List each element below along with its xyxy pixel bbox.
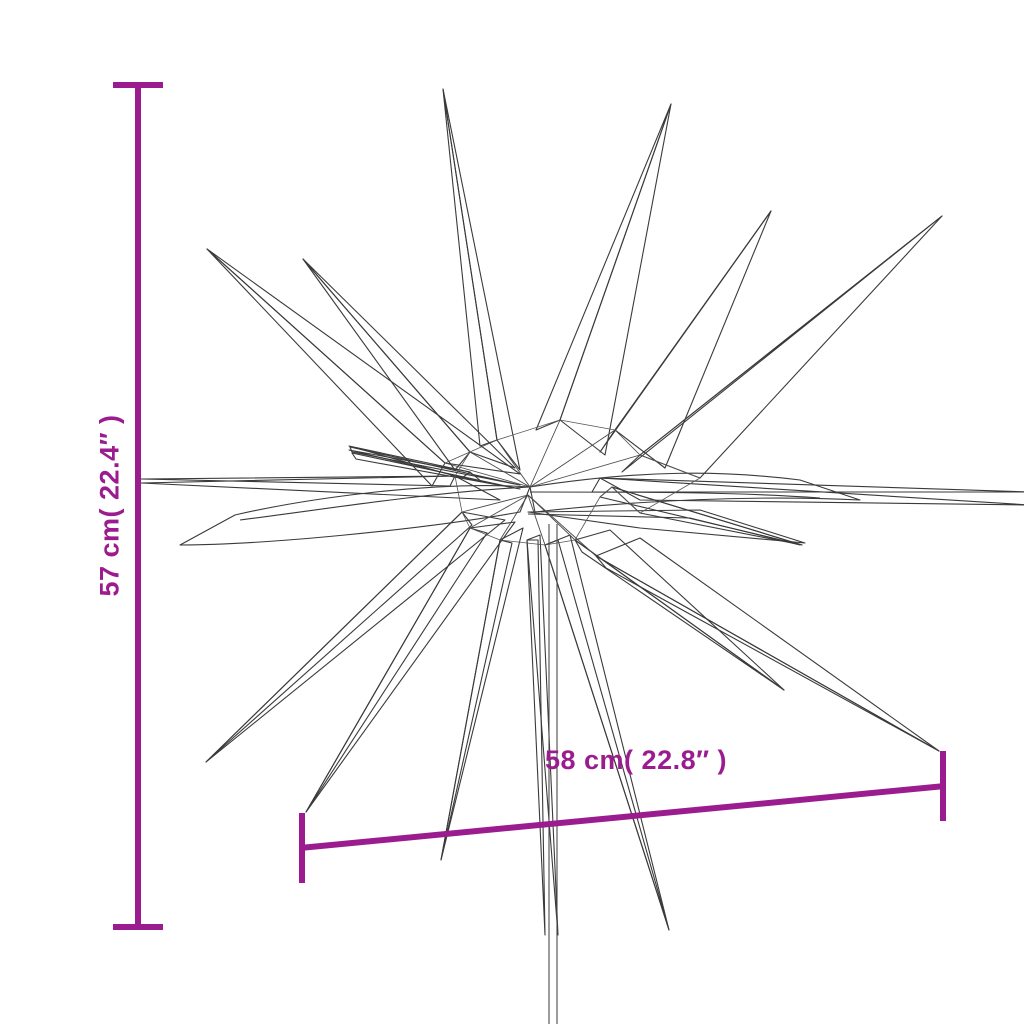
star-spike xyxy=(206,248,446,487)
height-dimension-group xyxy=(113,82,163,930)
width-dimension-line xyxy=(299,783,946,851)
star-mounting-stem xyxy=(548,524,558,1024)
star-spike xyxy=(614,210,772,469)
star-facet-creases xyxy=(444,419,641,557)
star-spike xyxy=(140,475,501,501)
star-petal-crease xyxy=(527,513,801,546)
star-spike xyxy=(574,529,785,691)
star-spike xyxy=(348,449,483,483)
star-core-rim xyxy=(444,419,701,546)
star-spike xyxy=(305,527,488,813)
star-sliver xyxy=(351,452,521,490)
star-spike xyxy=(205,511,506,763)
star-spike xyxy=(140,475,456,487)
star-front-petal-lower-right xyxy=(527,509,806,544)
star-spike xyxy=(442,88,521,471)
star-spike xyxy=(305,521,516,813)
star-spike xyxy=(639,215,943,479)
width-dimension-group xyxy=(299,751,946,883)
star-front-petal-left xyxy=(179,485,531,546)
star-petal-crease xyxy=(529,491,821,499)
star-front-petal-right xyxy=(529,472,861,513)
star-spike xyxy=(302,258,516,469)
star-petal-crease xyxy=(239,486,531,521)
moravian-star-line-art xyxy=(140,88,1024,936)
star-spike xyxy=(595,537,940,752)
star-spike xyxy=(206,248,521,475)
star-spike xyxy=(526,539,546,936)
width-dimension-label: 58 cm( 22.8″ ) xyxy=(545,745,728,775)
star-sliver xyxy=(349,446,521,486)
height-dimension-label: 57 cm( 22.4″ ) xyxy=(94,414,125,597)
star-spike xyxy=(591,477,1024,493)
star-spike xyxy=(559,103,672,456)
star-spike xyxy=(440,527,524,861)
